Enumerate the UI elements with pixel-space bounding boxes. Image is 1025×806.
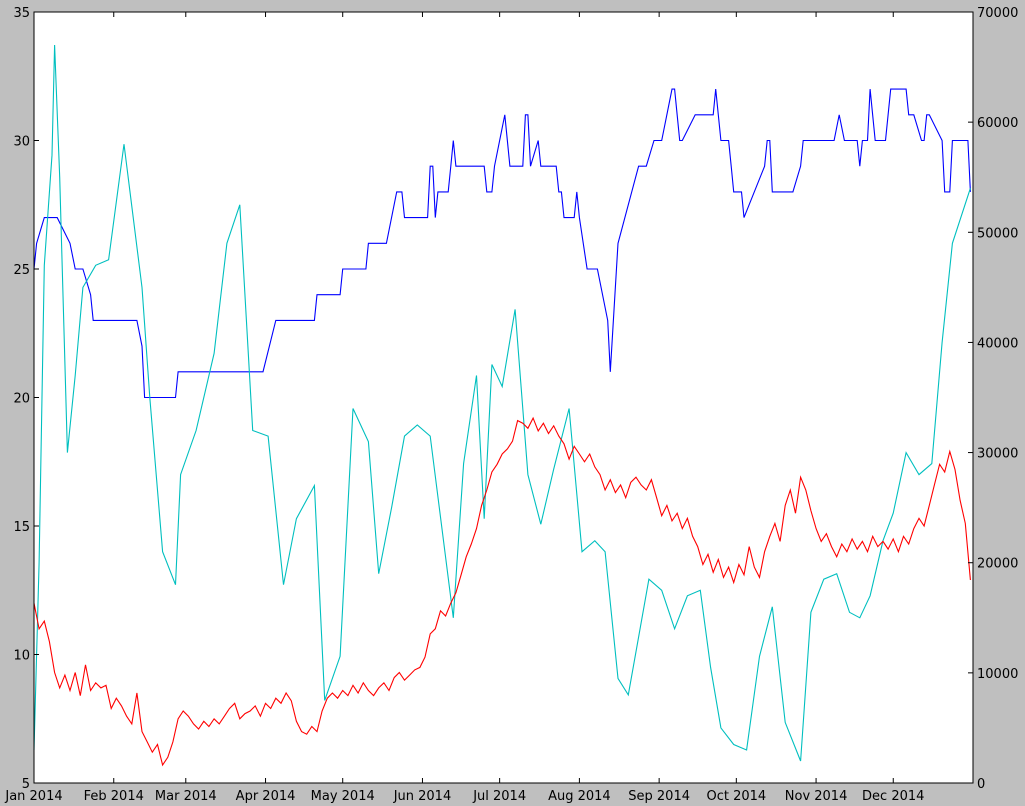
y-left-tick-label: 30 xyxy=(13,135,30,150)
y-left-tick-label: 25 xyxy=(13,263,30,278)
x-tick-label: Sep 2014 xyxy=(628,789,690,804)
series-layer xyxy=(33,44,971,767)
x-tick-label: Apr 2014 xyxy=(236,789,296,804)
y-left-tick-label: 10 xyxy=(13,649,30,664)
y-right-tick-label: 10000 xyxy=(977,667,1018,682)
x-tick-label: Jun 2014 xyxy=(393,789,452,804)
plot-frame xyxy=(33,11,974,784)
x-tick-label: Oct 2014 xyxy=(706,789,766,804)
y-right-tick-label: 60000 xyxy=(977,116,1018,131)
y-left-tick-label: 15 xyxy=(13,520,30,535)
x-tick-label: Mar 2014 xyxy=(155,789,217,804)
series-line-1 xyxy=(33,88,971,399)
y-right-tick-label: 50000 xyxy=(977,226,1018,241)
x-tick-label: Dec 2014 xyxy=(862,789,924,804)
y-right-tick-label: 30000 xyxy=(977,447,1018,462)
y-left-tick-label: 5 xyxy=(22,777,30,792)
x-tick-label: May 2014 xyxy=(311,789,375,804)
y-right-tick-label: 20000 xyxy=(977,557,1018,572)
x-tick-label: Aug 2014 xyxy=(548,789,611,804)
y-right-tick-label: 70000 xyxy=(977,6,1018,21)
x-tick-label: Jul 2014 xyxy=(472,789,526,804)
series-line-3 xyxy=(33,416,971,767)
y-right-tick-label: 0 xyxy=(977,777,985,792)
y-right-tick-label: 40000 xyxy=(977,336,1018,351)
series-line-2 xyxy=(33,44,971,762)
x-tick-label: Nov 2014 xyxy=(785,789,848,804)
y-left-tick-label: 35 xyxy=(13,6,30,21)
axes-layer: 5 10 15 20 25 30 35 0 10000 20000 30000 40000 50000 6… xyxy=(4,6,1018,804)
y-left-tick-label: 20 xyxy=(13,392,30,407)
x-tick-label: Jan 2014 xyxy=(4,789,62,804)
x-tick-label: Feb 2014 xyxy=(84,789,144,804)
